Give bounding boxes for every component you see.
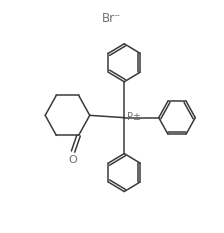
Text: Br⁻: Br⁻ (102, 12, 122, 24)
Text: P±: P± (127, 112, 141, 121)
Text: O: O (69, 155, 78, 165)
